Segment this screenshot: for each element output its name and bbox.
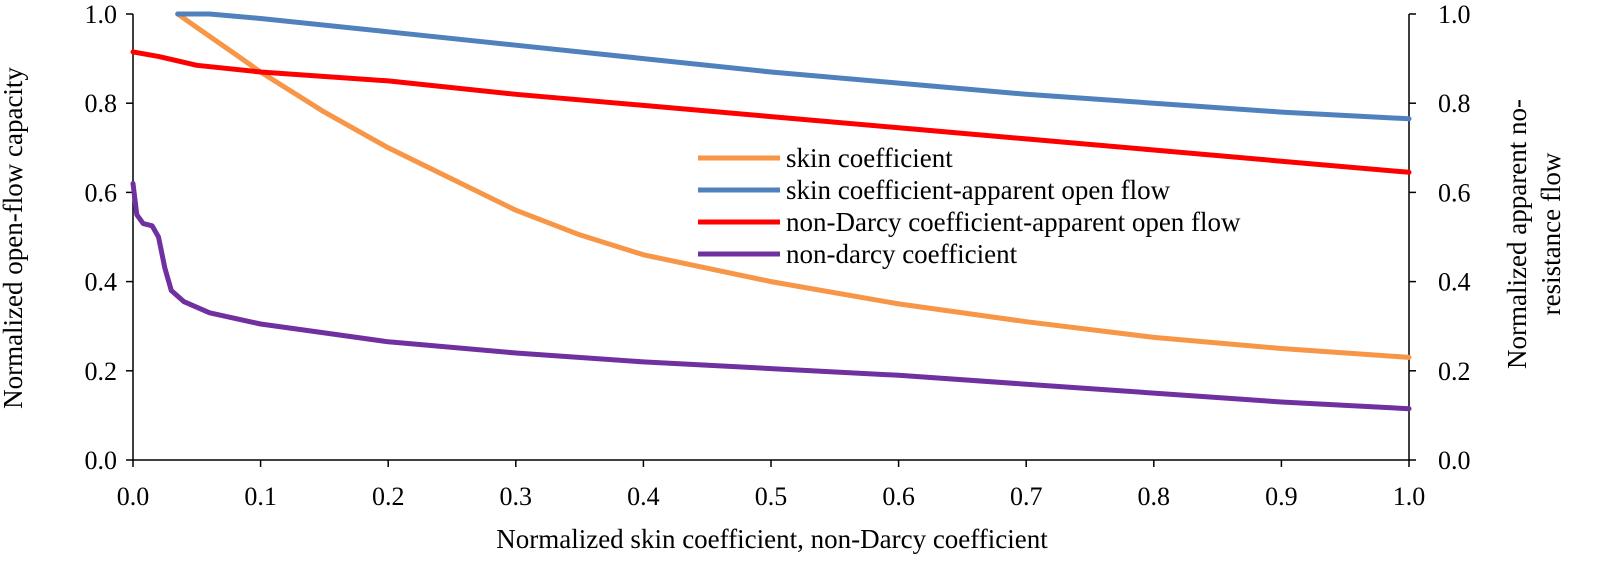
y-tick-label: 0.2	[85, 357, 118, 386]
y2-tick-label: 0.6	[1438, 178, 1471, 207]
y-tick-label: 0.8	[85, 89, 118, 118]
legend-label: non-Darcy coefficient-apparent open flow	[786, 207, 1241, 237]
y2-axis-title-line2: resistance flow	[1536, 152, 1566, 315]
y-axis-title: Normalized open-flow capacity	[0, 67, 28, 409]
series-line-skin-coefficient	[175, 11, 1412, 360]
legend-label: skin coefficient	[786, 143, 953, 173]
x-tick-label: 0.6	[882, 482, 915, 511]
x-tick-label: 0.8	[1138, 482, 1171, 511]
y-tick-label: 0.4	[85, 268, 118, 297]
y-tick-label: 0.0	[85, 446, 118, 475]
x-tick-label: 0.7	[1010, 482, 1043, 511]
x-tick-label: 1.0	[1393, 482, 1426, 511]
x-tick-label: 0.1	[244, 482, 277, 511]
y2-tick-label: 0.4	[1438, 268, 1471, 297]
y-tick-label: 0.6	[85, 178, 118, 207]
x-tick-label: 0.3	[500, 482, 533, 511]
y2-axis-ticks: 0.0 0.2 0.4 0.6 0.8 1.0	[1409, 0, 1471, 475]
legend-label: skin coefficient-apparent open flow	[786, 175, 1171, 205]
x-tick-label: 0.9	[1265, 482, 1298, 511]
y2-tick-label: 1.0	[1438, 0, 1471, 29]
axes	[132, 14, 1410, 461]
y-axis-ticks: 0.0 0.2 0.4 0.6 0.8 1.0	[85, 0, 133, 475]
x-tick-label: 0.5	[755, 482, 788, 511]
y2-axis-title-line1: Normalized apparent no-	[1502, 99, 1532, 369]
y2-tick-label: 0.2	[1438, 357, 1471, 386]
x-tick-label: 0.4	[627, 482, 660, 511]
plot-area	[130, 11, 1412, 412]
legend-label: non-darcy coefficient	[786, 239, 1018, 269]
y2-tick-label: 0.0	[1438, 446, 1471, 475]
x-tick-label: 0.0	[117, 482, 150, 511]
y2-tick-label: 0.8	[1438, 89, 1471, 118]
series-line-skin-coefficient-apparent-open-flow	[175, 11, 1412, 122]
series-line-non-darcy-coefficient-apparent-open-flow	[130, 49, 1412, 175]
x-axis-ticks: 0.0 0.1 0.2 0.3 0.4 0.5 0.6 0.7 0.8 0.9 1.0	[117, 460, 1426, 511]
x-tick-label: 0.2	[372, 482, 405, 511]
y-tick-label: 1.0	[85, 0, 118, 29]
x-axis-title: Normalized skin coefficient, non-Darcy c…	[496, 524, 1048, 554]
series-line-non-darcy-coefficient	[130, 181, 1412, 412]
